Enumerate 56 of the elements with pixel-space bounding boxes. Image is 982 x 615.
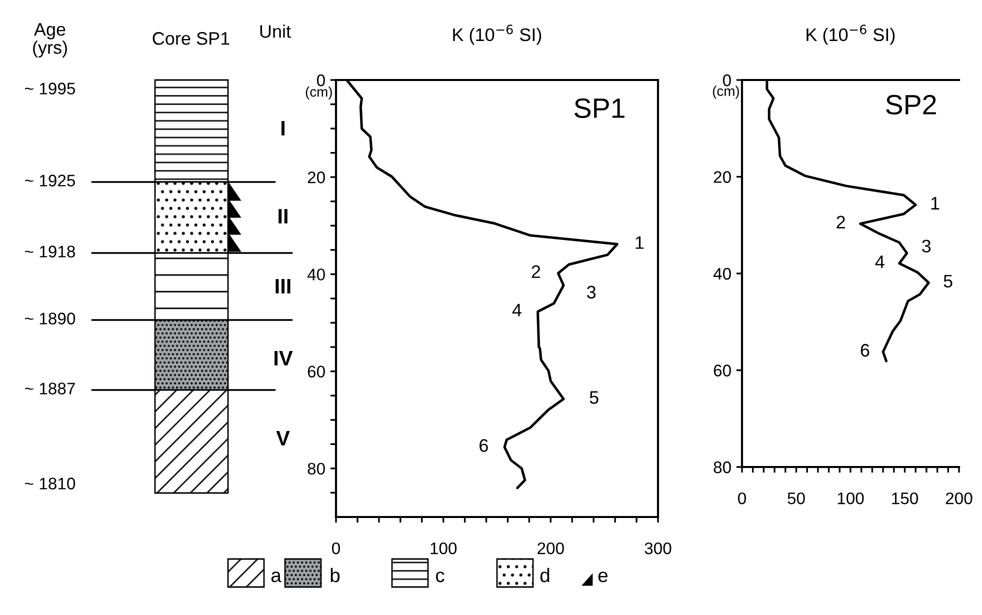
text: c <box>436 572 444 582</box>
y-tick-label: 20 <box>714 171 731 183</box>
text: e <box>598 572 608 582</box>
y-axis-title: (cm) <box>306 86 332 100</box>
annotation: 4 <box>875 256 884 268</box>
annotation: 2 <box>836 216 845 228</box>
text: a <box>271 572 282 582</box>
x-tick-label: 150 <box>892 492 918 504</box>
annotation: 5 <box>944 274 952 288</box>
text: II <box>278 209 288 224</box>
y-tick-label: 80 <box>714 461 731 474</box>
text: IV <box>274 351 293 366</box>
y-tick-label: 60 <box>714 364 731 376</box>
annotation: 1 <box>931 197 940 210</box>
y-tick-label: 60 <box>308 366 325 378</box>
x-tick-label: 0 <box>738 492 746 504</box>
text: ~ 1887 <box>25 382 75 394</box>
chart-title: K (10$^{−6}$ SI) <box>453 24 542 45</box>
annotation: 3 <box>922 240 931 252</box>
text: ~ 1890 <box>25 312 76 324</box>
annotation: SP1 <box>574 98 624 118</box>
annotation: 5 <box>590 391 598 404</box>
y-tick-label: 40 <box>307 268 325 280</box>
text: Unit <box>260 24 291 38</box>
annotation: 3 <box>586 286 596 299</box>
text: V <box>276 431 290 446</box>
annotation: 6 <box>860 344 870 357</box>
text: ~ 1810 <box>25 478 76 490</box>
x-tick-label: 0 <box>332 542 340 554</box>
y-tick-label: 0 <box>316 74 325 86</box>
y-tick-label: 20 <box>308 172 325 184</box>
y-tick-label: 40 <box>713 268 731 280</box>
text: d <box>540 568 550 582</box>
x-tick-label: 100 <box>838 492 864 504</box>
y-axis-title: (cm) <box>712 86 739 99</box>
y-tick-label: 80 <box>308 462 325 475</box>
annotation: 2 <box>532 265 540 278</box>
x-tick-label: 50 <box>788 492 805 504</box>
text: ~ 1925 <box>25 174 76 186</box>
text: b <box>330 568 340 582</box>
x-tick-label: 300 <box>644 542 672 554</box>
text: ~ 1918 <box>25 246 75 258</box>
chart-title: K (10$^{−6}$ SI) <box>806 24 895 45</box>
text: ~ 1995 <box>25 82 76 94</box>
text: Age (yrs) <box>33 23 67 58</box>
text: III <box>276 279 290 294</box>
x-tick-label: 200 <box>946 492 972 504</box>
x-tick-label: 100 <box>430 542 457 554</box>
text: I <box>282 121 284 136</box>
annotation: 4 <box>512 304 522 316</box>
y-tick-label: 0 <box>722 74 731 86</box>
annotation: 1 <box>636 236 644 249</box>
x-tick-label: 200 <box>538 542 564 554</box>
annotation: SP2 <box>886 94 936 115</box>
text: Core SP1 <box>152 32 230 45</box>
annotation: 6 <box>480 439 488 452</box>
